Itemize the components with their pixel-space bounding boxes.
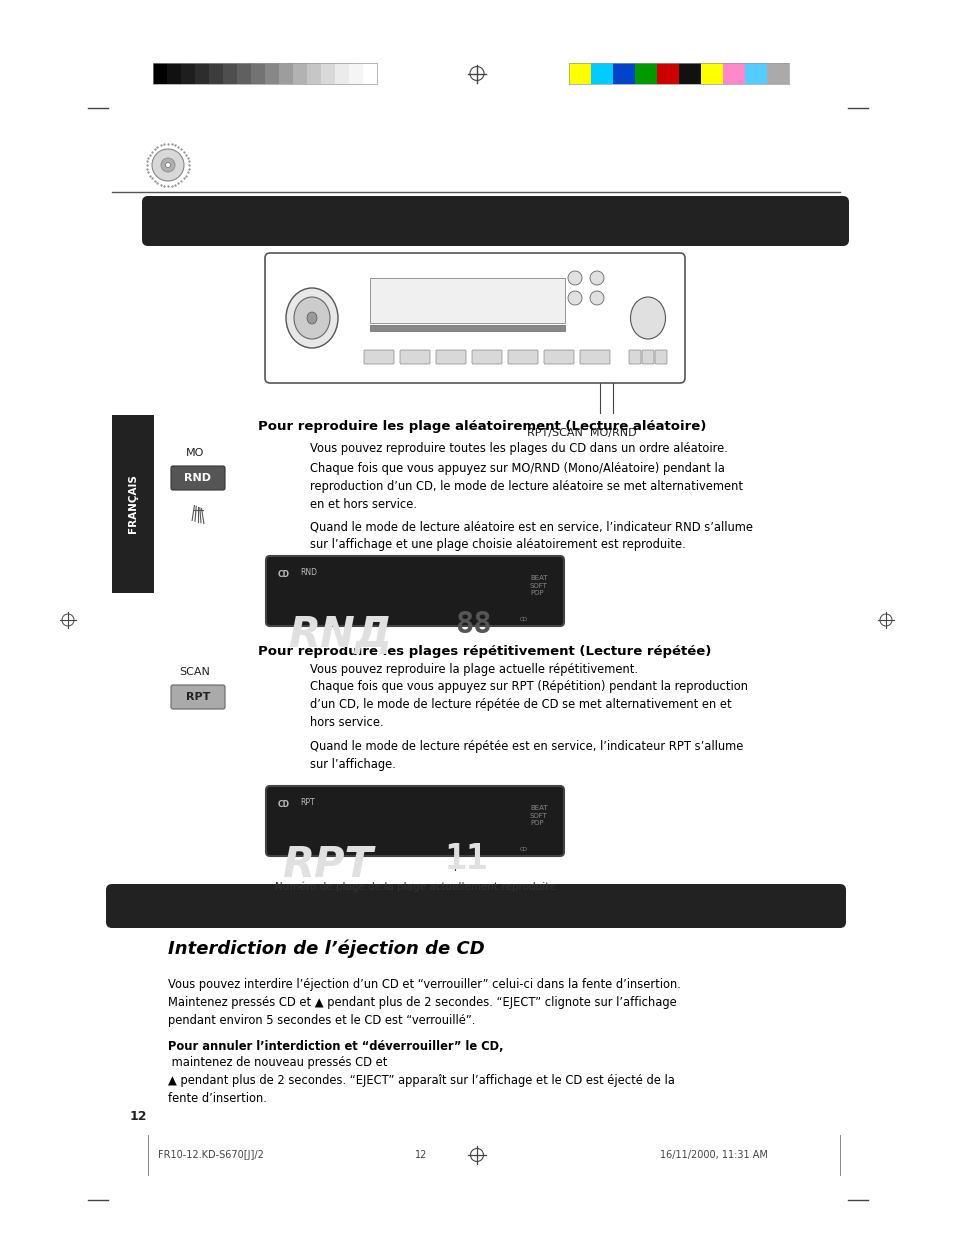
Bar bbox=[181, 63, 194, 84]
Text: Chaque fois que vous appuyez sur MO/RND (Mono/Aléatoire) pendant la
reproduction: Chaque fois que vous appuyez sur MO/RND … bbox=[310, 462, 742, 511]
Ellipse shape bbox=[152, 149, 184, 182]
Text: RPT: RPT bbox=[282, 844, 373, 885]
Bar bbox=[590, 63, 613, 84]
Text: RND: RND bbox=[184, 473, 212, 483]
Bar bbox=[278, 63, 293, 84]
Text: RPT: RPT bbox=[299, 798, 314, 806]
Text: Vous pouvez reproduire la plage actuelle répétitivement.: Vous pouvez reproduire la plage actuelle… bbox=[310, 663, 638, 676]
Bar bbox=[167, 63, 181, 84]
Text: Pour reproduire les plage aléatoirement (Lecture aléatoire): Pour reproduire les plage aléatoirement … bbox=[257, 420, 705, 433]
Text: FRANÇAIS: FRANÇAIS bbox=[128, 474, 138, 534]
Text: CD: CD bbox=[277, 800, 290, 809]
Bar bbox=[251, 63, 265, 84]
Ellipse shape bbox=[630, 296, 665, 338]
Text: 88: 88 bbox=[455, 610, 491, 638]
Ellipse shape bbox=[286, 288, 337, 348]
Text: Chaque fois que vous appuyez sur RPT (Répétition) pendant la reproduction
d’un C: Chaque fois que vous appuyez sur RPT (Ré… bbox=[310, 680, 747, 729]
Text: CD: CD bbox=[519, 847, 527, 852]
Ellipse shape bbox=[307, 312, 316, 324]
Text: Vous pouvez reproduire toutes les plages du CD dans un ordre aléatoire.: Vous pouvez reproduire toutes les plages… bbox=[310, 442, 727, 454]
FancyBboxPatch shape bbox=[142, 196, 848, 246]
FancyBboxPatch shape bbox=[641, 350, 654, 364]
Bar bbox=[635, 63, 657, 84]
Bar bbox=[744, 63, 766, 84]
Text: BEAT
SOFT
POP: BEAT SOFT POP bbox=[530, 576, 547, 597]
Bar bbox=[370, 325, 564, 331]
Bar bbox=[568, 63, 590, 84]
Text: 12: 12 bbox=[130, 1110, 148, 1123]
Text: BEAT
SOFT
POP: BEAT SOFT POP bbox=[530, 805, 547, 826]
Bar bbox=[722, 63, 744, 84]
Bar bbox=[657, 63, 679, 84]
FancyBboxPatch shape bbox=[171, 466, 225, 490]
Text: 16/11/2000, 11:31 AM: 16/11/2000, 11:31 AM bbox=[659, 1150, 767, 1160]
Ellipse shape bbox=[589, 291, 603, 305]
Ellipse shape bbox=[161, 158, 174, 172]
Bar bbox=[293, 63, 307, 84]
Text: RND: RND bbox=[299, 568, 316, 577]
Text: Maintenez pressés CD et ▲ pendant plus de 2 secondes. “EJECT” clignote sur l’aff: Maintenez pressés CD et ▲ pendant plus d… bbox=[168, 995, 676, 1028]
Bar bbox=[265, 63, 278, 84]
Bar bbox=[223, 63, 236, 84]
Bar bbox=[679, 63, 700, 84]
Bar bbox=[363, 63, 376, 84]
Bar bbox=[152, 63, 167, 84]
Text: SCAN: SCAN bbox=[179, 667, 211, 677]
Bar bbox=[320, 63, 335, 84]
Ellipse shape bbox=[567, 270, 581, 285]
FancyBboxPatch shape bbox=[507, 350, 537, 364]
Bar bbox=[335, 63, 349, 84]
Text: 11: 11 bbox=[444, 842, 488, 876]
Text: Quand le mode de lecture aléatoire est en service, l’indicateur RND s’allume
sur: Quand le mode de lecture aléatoire est e… bbox=[310, 520, 752, 551]
Text: MO: MO bbox=[186, 448, 204, 458]
Text: CD: CD bbox=[519, 618, 527, 622]
Text: maintenez de nouveau pressés CD et
▲ pendant plus de 2 secondes. “EJECT” apparaî: maintenez de nouveau pressés CD et ▲ pen… bbox=[168, 1056, 674, 1105]
Bar bbox=[349, 63, 363, 84]
Text: RPT/SCAN  MO/RND: RPT/SCAN MO/RND bbox=[527, 429, 637, 438]
FancyBboxPatch shape bbox=[265, 253, 684, 383]
FancyBboxPatch shape bbox=[171, 685, 225, 709]
FancyBboxPatch shape bbox=[472, 350, 501, 364]
Bar bbox=[194, 63, 209, 84]
Bar bbox=[370, 278, 564, 324]
FancyBboxPatch shape bbox=[106, 884, 845, 927]
FancyBboxPatch shape bbox=[399, 350, 430, 364]
FancyBboxPatch shape bbox=[266, 556, 563, 626]
Text: CD: CD bbox=[277, 571, 290, 579]
Ellipse shape bbox=[294, 296, 330, 338]
Text: Vous pouvez interdire l’éjection d’un CD et “verrouiller” celui-ci dans la fente: Vous pouvez interdire l’éjection d’un CD… bbox=[168, 978, 680, 990]
Text: Pour reproduire les plages répétitivement (Lecture répétée): Pour reproduire les plages répétitivemen… bbox=[257, 645, 711, 658]
FancyBboxPatch shape bbox=[543, 350, 574, 364]
FancyBboxPatch shape bbox=[579, 350, 609, 364]
Text: FR10-12.KD-S670[J]/2: FR10-12.KD-S670[J]/2 bbox=[158, 1150, 264, 1160]
FancyBboxPatch shape bbox=[266, 785, 563, 856]
Bar bbox=[307, 63, 320, 84]
Bar bbox=[700, 63, 722, 84]
Ellipse shape bbox=[589, 270, 603, 285]
FancyBboxPatch shape bbox=[364, 350, 394, 364]
FancyBboxPatch shape bbox=[628, 350, 640, 364]
Ellipse shape bbox=[567, 291, 581, 305]
FancyBboxPatch shape bbox=[436, 350, 465, 364]
Text: RPT: RPT bbox=[186, 692, 210, 701]
Text: Quand le mode de lecture répétée est en service, l’indicateur RPT s’allume
sur l: Quand le mode de lecture répétée est en … bbox=[310, 740, 742, 771]
Text: Pour annuler l’interdiction et “déverrouiller” le CD,: Pour annuler l’interdiction et “déverrou… bbox=[168, 1040, 503, 1053]
Bar bbox=[766, 63, 788, 84]
Bar bbox=[236, 63, 251, 84]
Bar bbox=[209, 63, 223, 84]
FancyBboxPatch shape bbox=[655, 350, 666, 364]
Ellipse shape bbox=[165, 163, 171, 168]
Text: 12: 12 bbox=[415, 1150, 427, 1160]
Text: Numéro de plage de la plage actuellement reproduite: Numéro de plage de la plage actuellement… bbox=[274, 882, 555, 893]
Text: Interdiction de l’éjection de CD: Interdiction de l’éjection de CD bbox=[168, 940, 484, 958]
Bar bbox=[613, 63, 635, 84]
Bar bbox=[112, 415, 153, 593]
Text: RNД: RNД bbox=[288, 614, 392, 656]
